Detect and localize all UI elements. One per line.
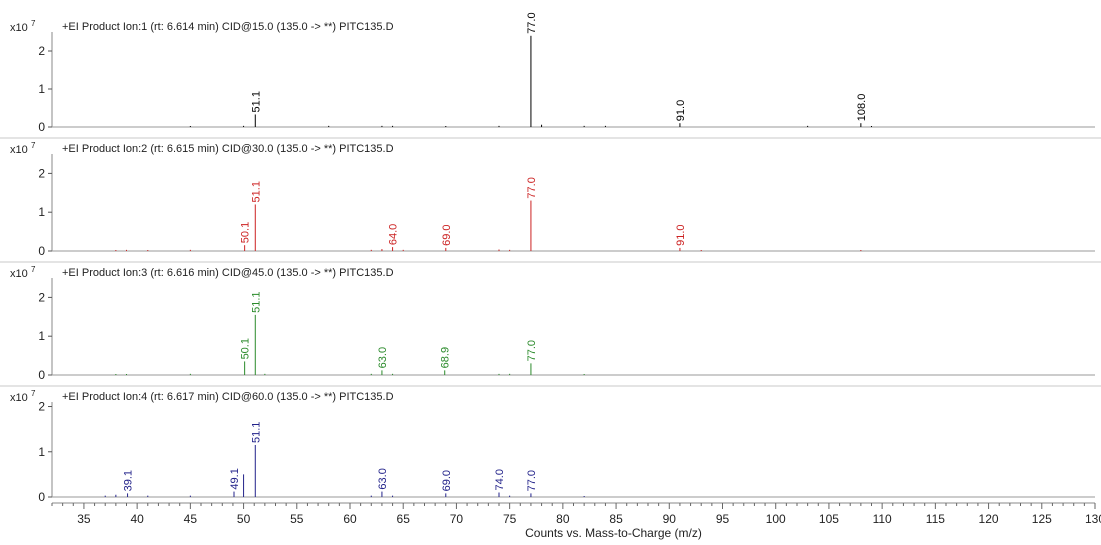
x-tick-label: 60 bbox=[343, 512, 357, 526]
panel-title: +EI Product Ion:1 (rt: 6.614 min) CID@15… bbox=[62, 21, 394, 33]
peak-label: 51.1 bbox=[250, 181, 262, 202]
x-tick-label: 50 bbox=[237, 512, 251, 526]
x-tick-label: 45 bbox=[184, 512, 198, 526]
x-tick-label: 130 bbox=[1085, 512, 1101, 526]
x-axis: 35 40 45 50 55 60 65 70 75 80 85 90 95 100 105 110 115 12… bbox=[51, 502, 1101, 540]
y-tick-label: 2 bbox=[38, 290, 45, 304]
panel-title: +EI Product Ion:3 (rt: 6.616 min) CID@45… bbox=[62, 267, 394, 279]
x-tick-label: 105 bbox=[819, 512, 839, 526]
y-tick-label: 2 bbox=[38, 166, 45, 180]
x-tick-label: 125 bbox=[1032, 512, 1052, 526]
peak-label: 64.0 bbox=[388, 224, 400, 245]
peak-label: 77.0 bbox=[526, 12, 538, 33]
peak-label: 63.0 bbox=[377, 347, 389, 368]
y-tick-label: 1 bbox=[38, 445, 45, 459]
x-tick-label: 110 bbox=[873, 512, 892, 526]
y-scale-exponent: 7 bbox=[31, 389, 36, 398]
y-scale-label: x10 bbox=[10, 144, 28, 156]
peak-label: 77.0 bbox=[526, 177, 538, 198]
y-scale-exponent: 7 bbox=[31, 141, 36, 150]
x-tick-label: 35 bbox=[77, 512, 91, 526]
spectrum-panels: x10 7 +EI Product Ion:1 (rt: 6.614 min) CI… bbox=[0, 12, 1101, 504]
y-tick-label: 2 bbox=[38, 400, 45, 414]
x-tick-label: 75 bbox=[503, 512, 517, 526]
x-tick-label: 85 bbox=[609, 512, 623, 526]
peak-label: 51.1 bbox=[250, 422, 262, 443]
peak-label: 91.0 bbox=[675, 100, 687, 121]
y-tick-label: 0 bbox=[38, 120, 45, 134]
x-tick-label: 115 bbox=[926, 512, 945, 526]
y-scale-label: x10 bbox=[10, 268, 28, 280]
panel-title: +EI Product Ion:4 (rt: 6.617 min) CID@60… bbox=[62, 391, 394, 403]
x-tick-label: 55 bbox=[290, 512, 304, 526]
peak-label: 50.1 bbox=[240, 222, 252, 243]
y-tick-label: 2 bbox=[38, 44, 45, 58]
peak-label: 50.1 bbox=[240, 338, 252, 359]
peak-label: 51.1 bbox=[250, 291, 262, 312]
x-tick-label: 65 bbox=[397, 512, 411, 526]
peak-label: 77.0 bbox=[526, 470, 538, 491]
y-tick-label: 0 bbox=[38, 490, 45, 504]
x-tick-label: 80 bbox=[556, 512, 570, 526]
spectrum-panel-2: x10 7 +EI Product Ion:2 (rt: 6.615 min) CI… bbox=[0, 141, 1101, 263]
spectrum-panel-1: x10 7 +EI Product Ion:1 (rt: 6.614 min) CI… bbox=[0, 12, 1101, 139]
y-scale-label: x10 bbox=[10, 22, 28, 34]
x-tick-label: 100 bbox=[766, 512, 786, 526]
peak-label: 68.9 bbox=[440, 347, 452, 368]
panel-title: +EI Product Ion:2 (rt: 6.615 min) CID@30… bbox=[62, 143, 394, 155]
peak-label: 74.0 bbox=[494, 469, 506, 490]
peak-label: 39.1 bbox=[123, 470, 135, 491]
x-tick-label: 90 bbox=[663, 512, 677, 526]
y-tick-label: 1 bbox=[38, 329, 45, 343]
peak-label: 91.0 bbox=[675, 224, 687, 245]
x-tick-label: 70 bbox=[450, 512, 464, 526]
y-scale-label: x10 bbox=[10, 392, 28, 404]
y-tick-label: 1 bbox=[38, 82, 45, 96]
spectrum-panel-4: x10 7 +EI Product Ion:4 (rt: 6.617 min) CI… bbox=[10, 389, 1095, 504]
x-tick-label: 40 bbox=[130, 512, 144, 526]
y-tick-label: 0 bbox=[38, 368, 45, 382]
peak-label: 77.0 bbox=[526, 340, 538, 361]
peak-label: 69.0 bbox=[441, 224, 453, 245]
y-tick-label: 1 bbox=[38, 205, 45, 219]
x-axis-title: Counts vs. Mass-to-Charge (m/z) bbox=[525, 526, 702, 540]
peak-label: 69.0 bbox=[441, 470, 453, 491]
peak-label: 63.0 bbox=[377, 468, 389, 489]
y-tick-label: 0 bbox=[38, 244, 45, 258]
y-scale-exponent: 7 bbox=[31, 19, 36, 28]
x-tick-label: 120 bbox=[979, 512, 999, 526]
x-tick-label: 95 bbox=[716, 512, 730, 526]
peak-label: 51.1 bbox=[250, 91, 262, 112]
y-scale-exponent: 7 bbox=[31, 265, 36, 274]
spectrum-panel-3: x10 7 +EI Product Ion:3 (rt: 6.616 min) CI… bbox=[0, 265, 1101, 387]
peak-label: 108.0 bbox=[856, 94, 868, 122]
peak-label: 49.1 bbox=[229, 468, 241, 489]
